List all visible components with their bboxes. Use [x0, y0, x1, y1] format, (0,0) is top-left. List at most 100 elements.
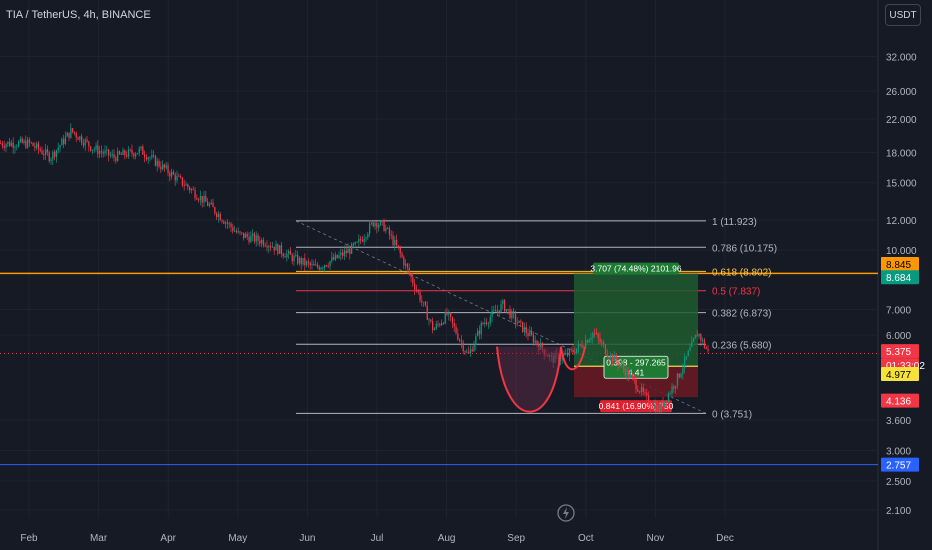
candle-body	[226, 222, 229, 224]
cup-outline[interactable]	[496, 346, 562, 413]
x-tick-label: Mar	[90, 533, 108, 544]
candle-body	[262, 239, 265, 246]
candle-body	[190, 189, 193, 191]
candle-body	[109, 155, 112, 157]
candle-body	[489, 316, 491, 324]
candle-body	[491, 310, 493, 317]
candle-body	[180, 176, 182, 178]
y-tick-label: 7.000	[886, 306, 911, 317]
candle-body	[639, 391, 641, 393]
candle-body	[9, 141, 11, 147]
candle-body	[280, 245, 283, 254]
candle-body	[505, 309, 508, 312]
candle-body	[343, 250, 346, 256]
candle-body	[270, 246, 272, 248]
candle-body	[239, 231, 241, 233]
candle-body	[662, 401, 664, 407]
handle-outline[interactable]	[560, 346, 586, 371]
y-tick-label: 6.000	[886, 331, 911, 342]
candle-body	[340, 252, 342, 256]
x-tick-label: May	[228, 533, 247, 544]
candle-body	[46, 149, 49, 153]
candle-body	[167, 165, 169, 173]
candle-body	[313, 263, 315, 266]
candle-body	[79, 136, 81, 140]
candle-body	[649, 405, 652, 408]
candle-body	[99, 151, 101, 155]
candle-body	[185, 184, 187, 186]
candle-body	[315, 264, 317, 266]
candle-body	[284, 256, 286, 258]
candle-body	[329, 261, 331, 267]
candle-body	[174, 174, 176, 181]
candle-body	[30, 142, 32, 144]
candle-body	[568, 349, 571, 356]
candle-body	[235, 230, 238, 233]
candle-body	[228, 223, 230, 225]
candle-body	[351, 243, 353, 254]
candle-body	[93, 149, 95, 151]
candle-body	[108, 149, 110, 156]
candle-body	[106, 149, 108, 151]
candle-body	[203, 195, 205, 203]
candle-body	[122, 150, 124, 155]
candle-body	[435, 323, 437, 329]
candle-body	[450, 312, 452, 317]
candle-body	[451, 316, 454, 323]
candle-body	[599, 337, 601, 343]
candle-body	[331, 257, 333, 262]
candle-body	[208, 204, 211, 206]
candle-body	[462, 342, 464, 352]
x-tick-label: Nov	[647, 533, 665, 544]
candle-body	[327, 266, 329, 267]
x-tick-label: Aug	[438, 533, 456, 544]
candle-body	[41, 150, 43, 155]
fib-level-label: 0 (3.751)	[712, 409, 752, 420]
candle-body	[192, 189, 194, 190]
candle-body	[657, 405, 659, 412]
candle-body	[689, 347, 691, 351]
lightning-icon-ring[interactable]	[557, 504, 575, 522]
price-badge	[881, 270, 919, 285]
candle-body	[309, 262, 311, 266]
currency-button[interactable]: USDT	[885, 4, 921, 26]
candle-body	[374, 222, 376, 227]
candle-body	[702, 339, 704, 341]
candle-body	[27, 139, 29, 148]
candle-body	[234, 230, 236, 232]
candle-body	[518, 320, 520, 324]
candle-body	[633, 376, 635, 380]
price-badge-label: 4.136	[886, 397, 911, 408]
candle-body	[342, 252, 344, 256]
fib-level-label: 0.5 (7.837)	[712, 287, 760, 298]
y-tick-label: 12.000	[886, 216, 917, 227]
candle-body	[304, 258, 306, 266]
profit-zone[interactable]	[574, 273, 698, 367]
candle-body	[513, 311, 515, 314]
stop-label: 0.841 (16.90%) 750	[599, 401, 674, 411]
x-tick-label: Jun	[299, 533, 315, 544]
candle-body	[378, 225, 380, 228]
candle-body	[124, 150, 126, 156]
candle-body	[540, 342, 542, 350]
candle-body	[606, 354, 608, 358]
candle-body	[399, 247, 401, 254]
grid	[0, 0, 878, 518]
candle-body	[66, 132, 68, 137]
candle-body	[383, 220, 385, 231]
candle-body	[666, 401, 668, 402]
candle-body	[257, 235, 259, 241]
candle-body	[338, 255, 340, 258]
candle-body	[577, 344, 580, 349]
x-tick-label: Feb	[20, 533, 38, 544]
candle-body	[675, 385, 677, 389]
candle-body	[509, 309, 511, 319]
candle-body	[25, 140, 27, 148]
candle-body	[354, 242, 356, 245]
candle-body	[86, 139, 88, 142]
candle-body	[336, 254, 338, 258]
candle-body	[588, 339, 590, 343]
candle-body	[82, 143, 85, 146]
price-badge-label: 01:33:02	[886, 361, 925, 372]
